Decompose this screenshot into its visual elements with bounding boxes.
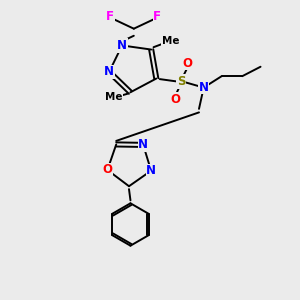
Text: F: F [153,10,161,22]
Text: Me: Me [105,92,123,102]
Text: O: O [183,57,193,70]
Text: O: O [102,164,112,176]
Text: N: N [198,81,208,94]
Text: O: O [170,93,180,106]
Text: Me: Me [162,36,179,46]
Text: N: N [146,164,156,177]
Text: N: N [117,39,127,52]
Text: N: N [138,138,148,152]
Text: F: F [106,10,114,22]
Text: N: N [104,65,114,78]
Text: S: S [177,75,186,88]
